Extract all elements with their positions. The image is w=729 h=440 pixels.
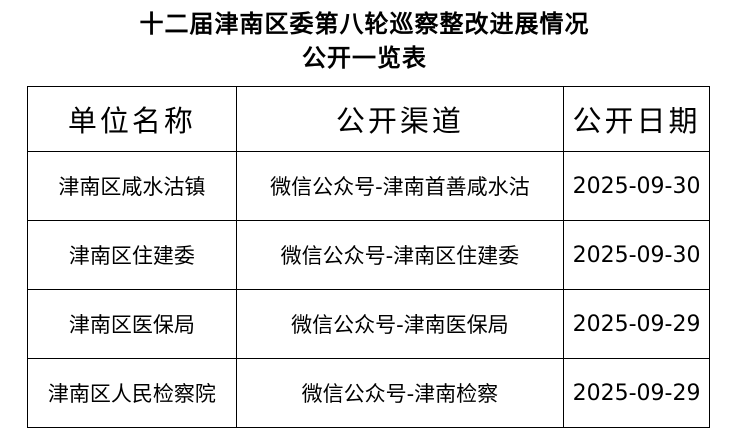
disclosure-table: 单位名称 公开渠道 公开日期 津南区咸水沽镇 微信公众号-津南首善咸水沽 202… xyxy=(27,86,710,428)
table-row: 津南区咸水沽镇 微信公众号-津南首善咸水沽 2025-09-30 xyxy=(27,151,710,221)
table-header-row: 单位名称 公开渠道 公开日期 xyxy=(27,86,710,152)
unit-name-cell: 津南区人民检察院 xyxy=(27,358,237,428)
table-row: 津南区住建委 微信公众号-津南区住建委 2025-09-30 xyxy=(27,220,710,290)
date-cell: 2025-09-30 xyxy=(563,151,710,221)
unit-name-cell: 津南区医保局 xyxy=(27,289,237,359)
unit-name-cell: 津南区咸水沽镇 xyxy=(27,151,237,221)
header-unit-name: 单位名称 xyxy=(27,86,237,152)
document-title: 十二届津南区委第八轮巡察整改进展情况 xyxy=(139,9,590,38)
header-date: 公开日期 xyxy=(563,86,710,152)
date-cell: 2025-09-29 xyxy=(563,358,710,428)
unit-name-cell: 津南区住建委 xyxy=(27,220,237,290)
date-cell: 2025-09-29 xyxy=(563,289,710,359)
channel-cell: 微信公众号-津南区住建委 xyxy=(235,220,565,290)
document-subtitle: 公开一览表 xyxy=(302,43,427,72)
channel-cell: 微信公众号-津南首善咸水沽 xyxy=(235,151,565,221)
table-row: 津南区医保局 微信公众号-津南医保局 2025-09-29 xyxy=(27,289,710,359)
channel-cell: 微信公众号-津南医保局 xyxy=(235,289,565,359)
table-row: 津南区人民检察院 微信公众号-津南检察 2025-09-29 xyxy=(27,358,710,428)
channel-cell: 微信公众号-津南检察 xyxy=(235,358,565,428)
header-channel: 公开渠道 xyxy=(235,86,565,152)
date-cell: 2025-09-30 xyxy=(563,220,710,290)
